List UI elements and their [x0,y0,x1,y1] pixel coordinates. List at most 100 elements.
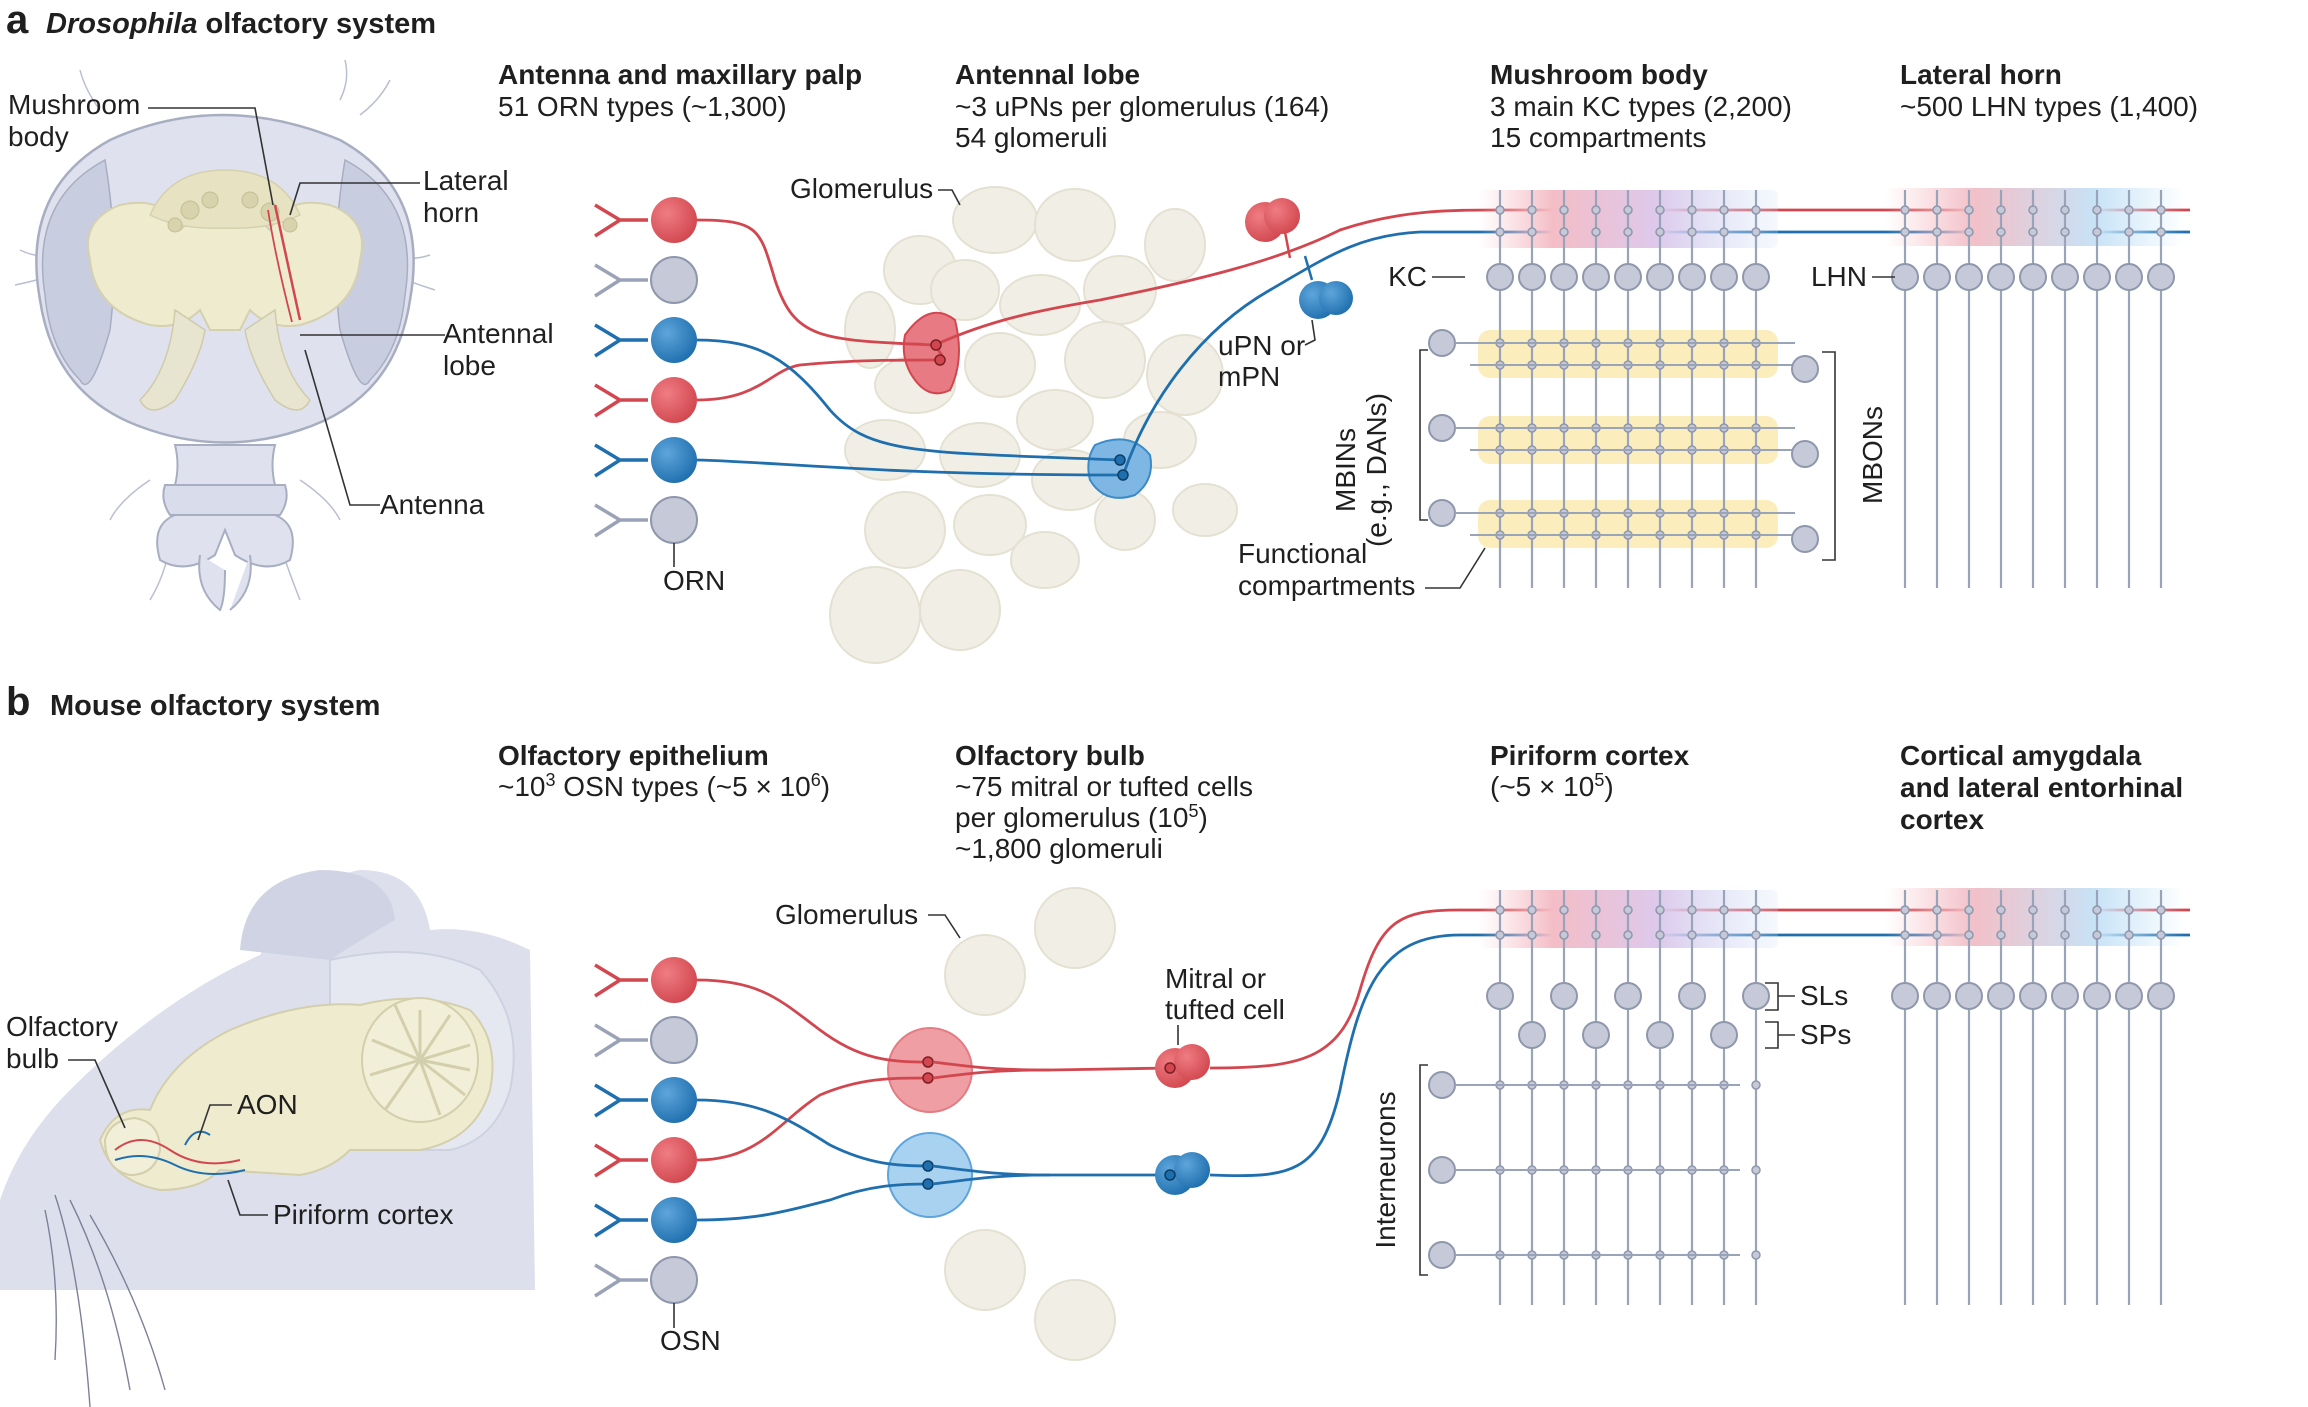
synapse-dot [2124,205,2134,215]
orn-cell [594,496,698,544]
neuron-soma [2019,263,2047,291]
synapse-dot [1495,930,1505,940]
piriform-circuit [1428,890,1778,1305]
synapse-dot [1751,1250,1761,1260]
neuron-soma [2115,982,2143,1010]
col-bulb-sub1: ~75 mitral or tufted cells [955,771,1253,802]
label-mushroom-body: Mushroom body [8,89,140,152]
neuron-soma [1742,263,1770,291]
synapse-dot [1964,227,1974,237]
fly-head-illustration [14,59,436,612]
neuron-soma [1923,263,1951,291]
synapse-dot [1623,227,1633,237]
synapse-dot [1495,905,1505,915]
orn-cell [594,377,697,423]
neuron-soma [1987,263,2015,291]
synapse-dot [1623,905,1633,915]
synapse-dot [1591,930,1601,940]
synapse-dot [1964,205,1974,215]
synapse-dot [1687,227,1697,237]
synapse-dot [2028,227,2038,237]
synapse-dot [1964,930,1974,940]
neuron-soma [1742,982,1770,1010]
synapse-dot [1996,905,2006,915]
label-lateral-horn: Lateral horn [423,165,509,228]
synapse-dot [2124,930,2134,940]
neuron-soma [1710,263,1738,291]
antennal-lobe-glomeruli [829,186,1238,664]
label-antenna: Antenna [380,489,485,520]
synapse-dot [1655,205,1665,215]
osn-cell [594,1016,698,1064]
synapse-dot [1527,227,1537,237]
synapse-dot [1900,227,1910,237]
neuron-soma [1582,263,1610,291]
neuron-soma [1955,263,1983,291]
neuron-soma [1891,982,1919,1010]
col-antenna-header: Antenna and maxillary palp [498,59,862,90]
orn-cells [594,197,698,544]
neuron-soma [2083,982,2111,1010]
label-glomerulus-b: Glomerulus [775,899,918,930]
neuron-soma [1582,1021,1610,1049]
neuron-soma [2147,982,2175,1010]
synapse-dot [1932,930,1942,940]
osn-cells [594,957,698,1304]
synapse-dot [1591,205,1601,215]
neuron-soma [1987,982,2015,1010]
col-mushroom-body-header: Mushroom body [1490,59,1708,90]
osn-cell [594,1137,697,1183]
label-aon: AON [237,1089,298,1120]
label-lhn: LHN [1811,261,1867,292]
synapse-dot [2156,227,2166,237]
label-mbons: MBONs [1857,406,1888,504]
col-antennal-lobe-sub1: ~3 uPNs per glomerulus (164) [955,91,1329,122]
synapse-dot [1900,905,1910,915]
synapse-dot [1932,905,1942,915]
col-epithelium-sub: ~103 OSN types (~5 × 106) [498,770,830,802]
synapse-dot [1527,205,1537,215]
panel-a: a Drosophila olfactory system [6,0,2198,664]
synapse-dot [1719,227,1729,237]
panel-b: b Mouse olfactory system Olfactory bulb [0,680,2190,1407]
synapse-dot [1655,227,1665,237]
label-glomerulus-a: Glomerulus [790,173,933,204]
synapse-dot [1900,930,1910,940]
amygdala-circuit [1885,888,2185,1305]
col-antennal-lobe-header: Antennal lobe [955,59,1140,90]
neuron-soma [1486,982,1514,1010]
synapse-dot [1591,905,1601,915]
label-olfactory-bulb: Olfactory bulb [6,1011,118,1074]
synapse-dot [1932,205,1942,215]
col-bulb-header: Olfactory bulb [955,740,1145,771]
label-sps: SPs [1800,1019,1851,1050]
label-mbins: MBINs(e.g., DANs) [1330,393,1392,547]
neuron-soma [1550,982,1578,1010]
label-mitral-tufted: Mitral or tufted cell [1165,963,1285,1025]
synapse-dot [2028,905,2038,915]
lateral-horn-circuit [1885,188,2185,588]
neuron-soma [1518,263,1546,291]
synapse-dot [2060,930,2070,940]
col-antenna-sub: 51 ORN types (~1,300) [498,91,787,122]
neuron-soma [1955,982,1983,1010]
synapse-dot [1623,930,1633,940]
label-antennal-lobe: Antennal lobe [443,318,554,381]
synapse-dot [1751,227,1761,237]
neuron-soma [1891,263,1919,291]
synapse-dot [1559,905,1569,915]
col-piriform-header: Piriform cortex [1490,740,1690,771]
synapse-dot [1751,930,1761,940]
synapse-dot [2060,905,2070,915]
osn-cell [594,1256,698,1304]
neuron-soma [1678,263,1706,291]
label-piriform-head: Piriform cortex [273,1199,453,1230]
panel-b-letter: b [6,680,30,724]
synapse-dot [2092,205,2102,215]
neuron-soma [1923,982,1951,1010]
synapse-dot [2028,205,2038,215]
synapse-dot [1591,227,1601,237]
neuron-soma [1646,263,1674,291]
neuron-soma [2115,263,2143,291]
